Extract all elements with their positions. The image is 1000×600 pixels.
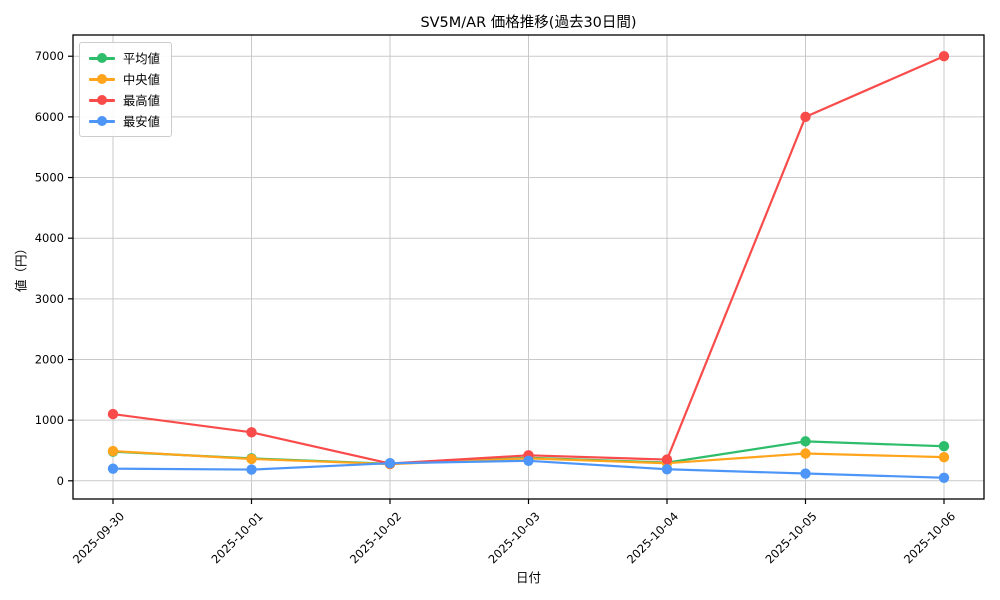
y-tick-label: 4000	[35, 231, 64, 245]
y-tick-label: 0	[57, 474, 64, 488]
legend-dot	[97, 116, 107, 126]
data-point-min	[523, 455, 534, 466]
data-point-median	[938, 451, 950, 463]
chart-title: SV5M/AR 価格推移(過去30日間)	[420, 15, 637, 31]
y-tick-label: 2000	[35, 352, 64, 366]
legend-label: 平均値	[123, 52, 160, 66]
x-tick-label: 2025-10-06	[901, 509, 958, 566]
legend-item-min: 最安値	[89, 113, 160, 129]
data-point-max	[661, 454, 673, 465]
x-tick-label: 2025-09-30	[70, 509, 127, 566]
legend-marker-icon	[89, 95, 115, 105]
data-point-min	[661, 464, 673, 475]
data-point-min	[938, 472, 950, 483]
data-point-max	[800, 111, 811, 123]
x-tick-label: 2025-10-05	[762, 509, 819, 566]
y-tick-label: 5000	[35, 171, 64, 185]
x-tick-label: 2025-10-03	[485, 509, 542, 566]
y-axis-label: 値（円）	[13, 241, 29, 293]
y-tick-label: 3000	[35, 292, 64, 306]
data-point-min	[800, 468, 811, 479]
legend: 平均値中央値最高値最安値	[79, 42, 172, 137]
legend-dot	[97, 95, 107, 105]
data-point-max	[938, 51, 950, 62]
legend-label: 最安値	[123, 115, 160, 129]
legend-marker-icon	[89, 116, 115, 126]
legend-label: 最高値	[123, 94, 160, 108]
data-point-min	[246, 464, 257, 475]
y-tick-label: 6000	[35, 110, 64, 124]
legend-marker-icon	[89, 53, 115, 63]
legend-label: 中央値	[123, 73, 160, 87]
legend-dot	[97, 53, 107, 63]
data-point-median	[246, 453, 257, 465]
legend-item-average: 平均値	[89, 50, 160, 66]
y-tick-label: 1000	[35, 413, 64, 427]
data-point-average	[938, 441, 950, 452]
data-point-max	[107, 408, 119, 420]
legend-dot	[97, 74, 107, 84]
x-axis-label: 日付	[515, 570, 541, 585]
data-point-median	[800, 448, 811, 459]
x-tick-label: 2025-10-02	[347, 509, 404, 566]
legend-marker-icon	[89, 74, 115, 84]
y-tick-label: 7000	[35, 49, 64, 63]
x-tick-label: 2025-10-01	[208, 509, 265, 566]
data-point-average	[800, 436, 811, 447]
data-point-median	[107, 445, 119, 457]
x-tick-label: 2025-10-04	[624, 509, 681, 566]
data-point-min	[107, 463, 119, 474]
data-point-min	[384, 458, 396, 469]
legend-item-max: 最高値	[89, 92, 160, 108]
legend-item-median: 中央値	[89, 71, 160, 87]
data-point-max	[246, 427, 257, 438]
